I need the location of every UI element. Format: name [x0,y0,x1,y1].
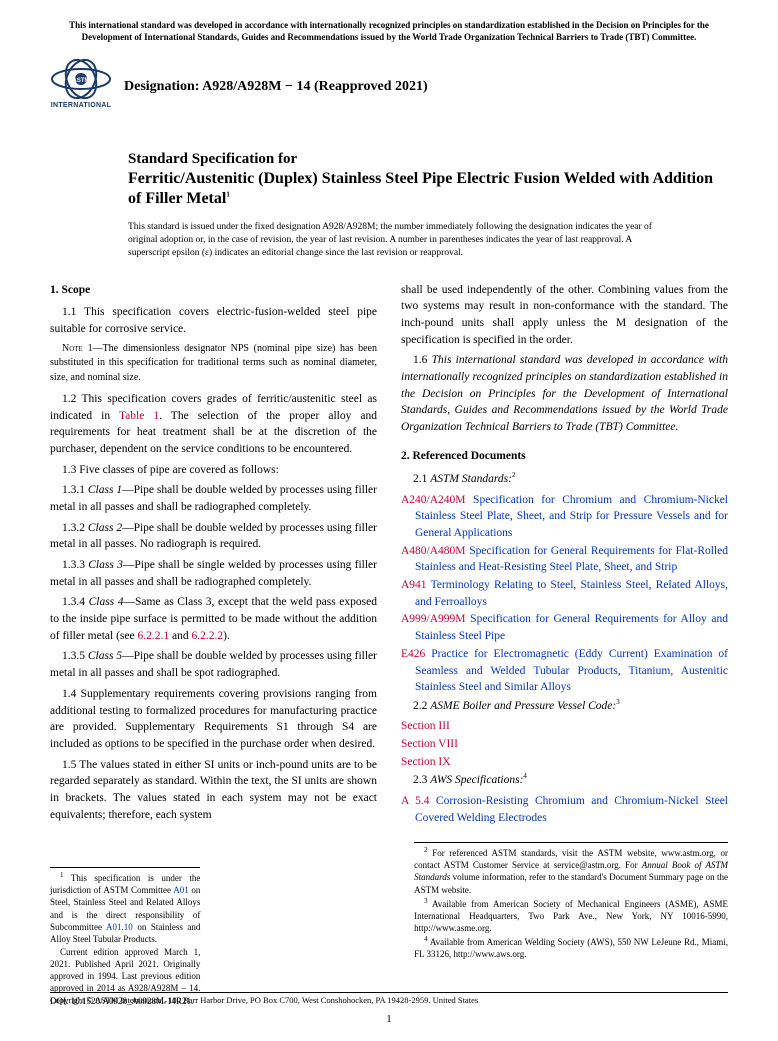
ref-a480: A480/A480M Specification for General Req… [401,543,728,576]
issuance-note: This standard is issued under the fixed … [128,221,728,259]
footnote-1: 1 This specification is under the jurisd… [50,871,200,945]
refs-2-3: 2.3 AWS Specifications:4 [401,771,728,789]
footnote-2: 2 For referenced ASTM standards, visit t… [414,846,728,896]
link-6221[interactable]: 6.2.2.1 [138,630,170,642]
left-column: 1. Scope 1.1 This specification covers e… [50,282,377,1008]
note-1: Note 1—The dimensionless designator NPS … [50,342,377,386]
link-sec8[interactable]: Section VIII [401,738,458,750]
para-1-2: 1.2 This specification covers grades of … [50,391,377,458]
para-1-5b: shall be used independently of the other… [401,282,728,349]
para-1-3-4: 1.3.4 Class 4—Same as Class 3, except th… [50,594,377,644]
link-a240[interactable]: A240/A240M [401,494,466,506]
link-e426[interactable]: E426 [401,648,425,660]
link-a480[interactable]: A480/A480M [401,545,466,557]
link-a54[interactable]: A 5.4 [401,795,429,807]
footnote-3: 3 Available from American Society of Mec… [414,897,728,934]
title-block: Standard Specification for Ferritic/Aust… [128,150,728,209]
ref-sec9: Section IX [401,754,728,771]
refs-heading: 2. Referenced Documents [401,448,728,465]
para-1-3-2: 1.3.2 Class 2—Pipe shall be double welde… [50,520,377,553]
para-1-3-1: 1.3.1 Class 1—Pipe shall be double welde… [50,482,377,515]
link-6222[interactable]: 6.2.2.2 [191,630,223,642]
svg-text:INTERNATIONAL: INTERNATIONAL [51,102,112,109]
ref-a54: A 5.4 Corrosion-Resisting Chromium and C… [401,793,728,826]
para-1-6: 1.6 This international standard was deve… [401,352,728,435]
ref-a240: A240/A240M Specification for Chromium an… [401,492,728,542]
top-notice: This international standard was develope… [50,20,728,43]
astm-logo: ASTM INTERNATIONAL [50,57,112,116]
ref-e426: E426 Practice for Electromagnetic (Eddy … [401,646,728,696]
para-1-4: 1.4 Supplementary requirements covering … [50,686,377,753]
right-column: shall be used independently of the other… [401,282,728,1008]
ref-sec8: Section VIII [401,736,728,753]
link-a01[interactable]: A01 [173,885,189,895]
footnote-4: 4 Available from American Welding Societ… [414,935,728,960]
para-1-3: 1.3 Five classes of pipe are covered as … [50,462,377,479]
designation: Designation: A928/A928M − 14 (Reapproved… [124,79,428,95]
ref-a999: A999/A999M Specification for General Req… [401,611,728,644]
ref-a941: A941 Terminology Relating to Steel, Stai… [401,577,728,610]
copyright: Copyright © ASTM International, 100 Barr… [50,992,728,1005]
para-1-3-3: 1.3.3 Class 3—Pipe shall be single welde… [50,557,377,590]
link-sec3[interactable]: Section III [401,720,450,732]
title-main: Ferritic/Austenitic (Duplex) Stainless S… [128,169,728,209]
body-columns: 1. Scope 1.1 This specification covers e… [50,282,728,1008]
footnotes-left: 1 This specification is under the jurisd… [50,867,200,1007]
refs-2-2: 2.2 ASME Boiler and Pressure Vessel Code… [401,697,728,715]
para-1-1: 1.1 This specification covers electric-f… [50,304,377,337]
scope-heading: 1. Scope [50,282,377,299]
link-a941[interactable]: A941 [401,579,427,591]
link-a0110[interactable]: A01.10 [106,922,133,932]
refs-2-1: 2.1 ASTM Standards:2 [401,470,728,488]
title-lead: Standard Specification for [128,150,728,169]
link-sec9[interactable]: Section IX [401,756,451,768]
link-table-1[interactable]: Table 1 [119,410,159,422]
para-1-3-5: 1.3.5 Class 5—Pipe shall be double welde… [50,648,377,681]
para-1-5a: 1.5 The values stated in either SI units… [50,757,377,824]
svg-text:ASTM: ASTM [73,78,90,84]
page-number: 1 [0,1013,778,1025]
footnotes-right: 2 For referenced ASTM standards, visit t… [414,842,728,960]
ref-sec3: Section III [401,718,728,735]
header-row: ASTM INTERNATIONAL Designation: A928/A92… [50,57,728,116]
link-a999[interactable]: A999/A999M [401,613,466,625]
